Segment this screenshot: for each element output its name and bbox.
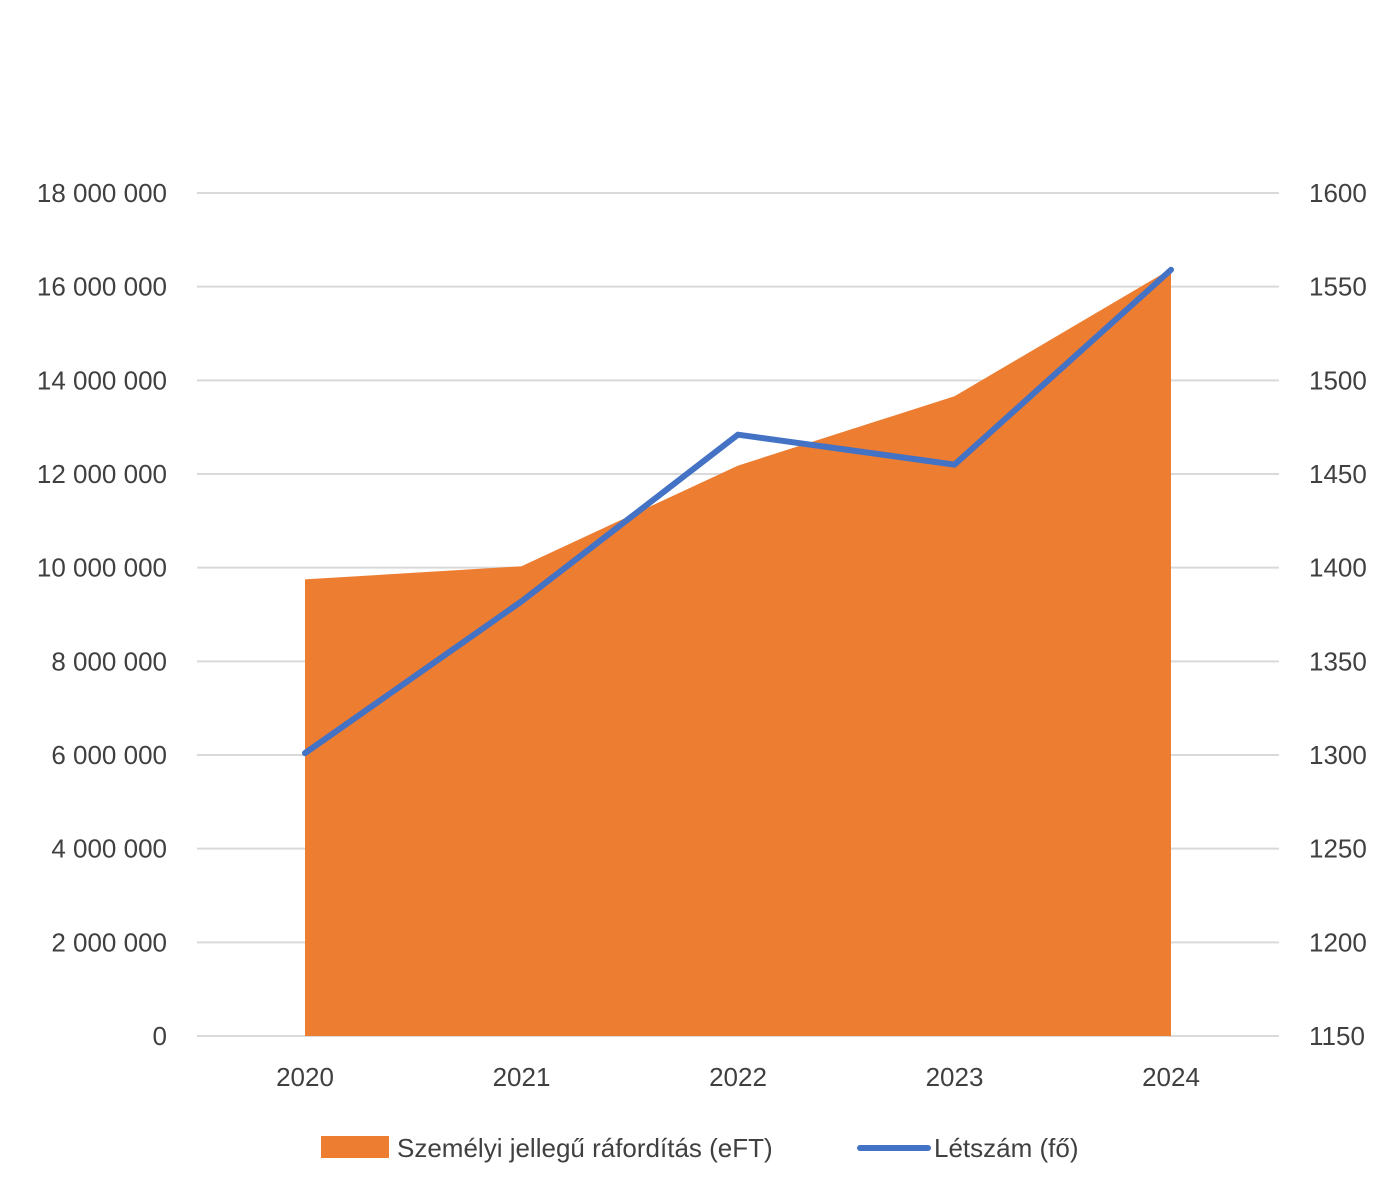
left-tick-label: 18 000 000 <box>37 178 167 208</box>
left-tick-label: 16 000 000 <box>37 272 167 302</box>
right-axis-tick-labels: 1150 1200 1250 1300 1350 1400 1450 1500 1550 1600 <box>1309 178 1367 1051</box>
left-tick-label: 4 000 000 <box>51 834 167 864</box>
x-axis-tick-labels: 2020 2021 2022 2023 2024 <box>276 1062 1200 1092</box>
right-tick-label: 1250 <box>1309 834 1367 864</box>
right-tick-label: 1400 <box>1309 553 1367 583</box>
x-tick-label: 2020 <box>276 1062 334 1092</box>
left-tick-label: 8 000 000 <box>51 646 167 676</box>
right-tick-label: 1450 <box>1309 459 1367 489</box>
right-tick-label: 1350 <box>1309 646 1367 676</box>
legend-label-area: Személyi jellegű ráfordítás (eFT) <box>397 1133 773 1163</box>
left-tick-label: 6 000 000 <box>51 740 167 770</box>
left-tick-label: 12 000 000 <box>37 459 167 489</box>
right-tick-label: 1500 <box>1309 365 1367 395</box>
left-tick-label: 0 <box>153 1021 167 1051</box>
legend-swatch-area <box>321 1136 389 1158</box>
left-tick-label: 10 000 000 <box>37 553 167 583</box>
left-tick-label: 14 000 000 <box>37 365 167 395</box>
left-axis-tick-labels: 0 2 000 000 4 000 000 6 000 000 8 000 000 10 … <box>37 178 167 1051</box>
line-series <box>302 266 1174 757</box>
right-tick-label: 1150 <box>1309 1021 1365 1051</box>
legend-label-line: Létszám (fő) <box>934 1133 1079 1163</box>
x-tick-label: 2021 <box>493 1062 551 1092</box>
right-tick-label: 1550 <box>1309 272 1367 302</box>
right-tick-label: 1600 <box>1309 178 1367 208</box>
left-tick-label: 2 000 000 <box>51 927 167 957</box>
right-tick-label: 1200 <box>1309 927 1367 957</box>
right-tick-label: 1300 <box>1309 740 1367 770</box>
x-tick-label: 2023 <box>926 1062 984 1092</box>
x-tick-label: 2024 <box>1142 1062 1200 1092</box>
x-tick-label: 2022 <box>709 1062 767 1092</box>
legend: Személyi jellegű ráfordítás (eFT) Létszá… <box>321 1133 1079 1163</box>
